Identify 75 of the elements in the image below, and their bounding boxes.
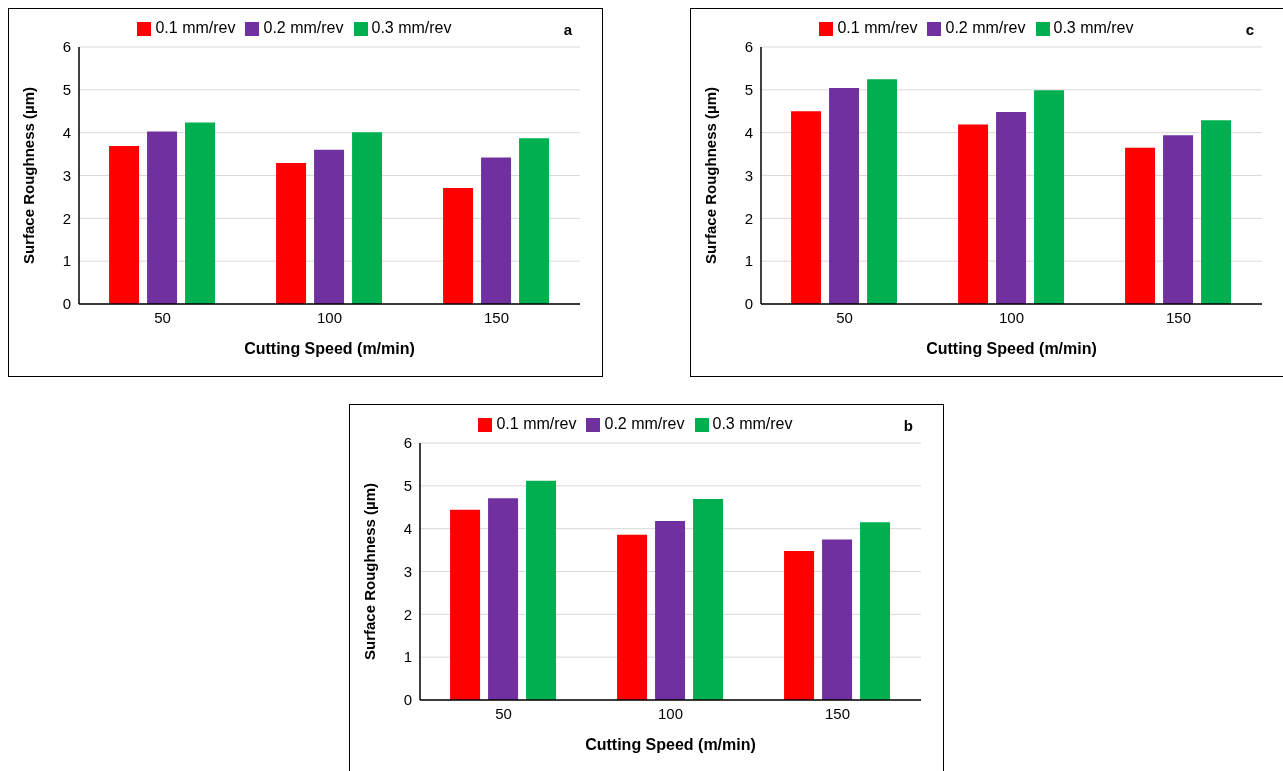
y-tick-label: 5 (744, 81, 753, 99)
bar (958, 124, 989, 304)
y-tick-label: 6 (62, 38, 71, 56)
x-axis-title: Cutting Speed (m/min) (244, 340, 415, 357)
text: b (903, 417, 913, 434)
legend-label: 0.3 mm/rev (712, 415, 793, 432)
bar (829, 88, 860, 304)
bar (519, 138, 550, 304)
bar (352, 132, 383, 304)
y-tick-label: 4 (403, 519, 412, 537)
x-tick-label: 150 (824, 704, 851, 722)
y-tick-label: 0 (744, 295, 753, 313)
y-tick-label: 2 (744, 209, 753, 227)
x-axis-title: Cutting Speed (m/min) (926, 340, 1097, 357)
legend-label: 0.2 mm/rev (263, 19, 344, 36)
bar (1125, 147, 1156, 304)
y-tick-label: 2 (403, 605, 412, 623)
text: a (563, 21, 572, 38)
bar (867, 79, 898, 304)
x-tick-label: 100 (657, 704, 684, 722)
y-tick-label: 3 (744, 166, 753, 184)
bar (693, 499, 724, 700)
bar (617, 534, 648, 700)
bar (109, 145, 140, 304)
x-tick-label: 100 (998, 308, 1025, 326)
x-tick-label: 50 (836, 308, 853, 326)
legend-label: 0.3 mm/rev (1053, 19, 1134, 36)
bar (526, 480, 557, 700)
x-tick-label: 50 (495, 704, 512, 722)
bar (860, 522, 891, 700)
legend-label: 0.3 mm/rev (371, 19, 452, 36)
x-axis-title: Cutting Speed (m/min) (585, 736, 756, 753)
bar (822, 539, 853, 700)
bar (481, 157, 512, 304)
y-tick-label: 2 (62, 209, 71, 227)
legend-label: 0.1 mm/rev (496, 415, 577, 432)
bar (276, 163, 307, 304)
y-tick-label: 0 (403, 691, 412, 709)
bar (185, 122, 216, 304)
y-tick-label: 5 (403, 477, 412, 495)
x-tick-label: 50 (154, 308, 171, 326)
bar (450, 509, 481, 700)
y-axis-title: Surface Roughness (µm) (702, 86, 720, 265)
bar (655, 520, 686, 700)
legend-label: 0.2 mm/rev (945, 19, 1026, 36)
bar (488, 498, 519, 700)
y-tick-label: 1 (403, 648, 412, 666)
text: c (1245, 21, 1254, 38)
y-tick-label: 6 (744, 38, 753, 56)
bar (443, 187, 474, 304)
y-tick-label: 3 (403, 562, 412, 580)
bar (1201, 120, 1232, 304)
x-tick-label: 100 (316, 308, 343, 326)
y-tick-label: 4 (744, 123, 753, 141)
bar (996, 112, 1027, 304)
y-tick-label: 0 (62, 295, 71, 313)
bar (784, 550, 815, 700)
y-tick-label: 6 (403, 434, 412, 452)
bar (1034, 90, 1065, 304)
legend-label: 0.1 mm/rev (155, 19, 236, 36)
legend-label: 0.2 mm/rev (604, 415, 685, 432)
x-tick-label: 150 (1165, 308, 1192, 326)
y-tick-label: 5 (62, 81, 71, 99)
y-tick-label: 1 (744, 252, 753, 270)
y-tick-label: 1 (62, 252, 71, 270)
y-tick-label: 4 (62, 123, 71, 141)
x-tick-label: 150 (483, 308, 510, 326)
y-axis-title: Surface Roughness (µm) (20, 86, 38, 265)
bar (314, 149, 345, 304)
y-tick-label: 3 (62, 166, 71, 184)
bar (791, 111, 822, 304)
y-axis-title: Surface Roughness (µm) (361, 482, 379, 661)
bar (147, 131, 178, 304)
legend-label: 0.1 mm/rev (837, 19, 918, 36)
bar (1163, 135, 1194, 304)
